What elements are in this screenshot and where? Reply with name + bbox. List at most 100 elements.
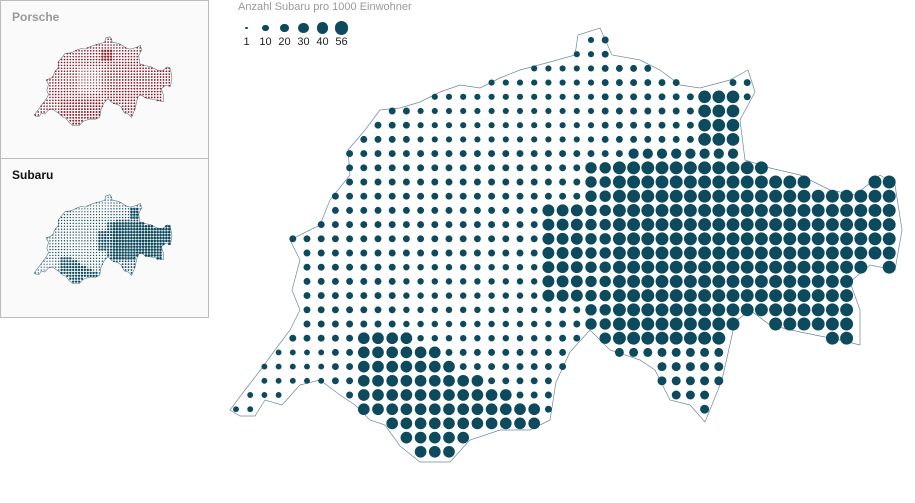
density-dot [78,102,81,105]
legend-dot [245,26,248,30]
density-dot [104,257,106,260]
density-dot [72,237,74,239]
density-dot [107,225,110,228]
density-dot [92,52,95,55]
density-dot [46,263,48,265]
density-dot [98,269,101,271]
legend-label: 30 [297,36,310,48]
density-dot [727,148,739,159]
density-dot [72,111,75,113]
density-dot [530,221,538,229]
density-dot [60,231,63,233]
density-dot [95,246,98,248]
density-dot [516,150,524,158]
density-dot [57,251,60,254]
density-dot [98,90,101,93]
density-dot [107,205,109,207]
density-dot [84,76,86,78]
density-dot [107,245,110,248]
legend-item: 56 [333,21,350,48]
density-dot [388,306,396,314]
density-dot [159,70,162,73]
density-dot [573,136,580,143]
density-dot [374,206,382,214]
density-dot [72,246,74,248]
density-dot [145,73,147,76]
density-dot [78,61,80,64]
density-dot [119,211,121,213]
density-dot [109,236,113,240]
density-dot [459,192,467,200]
density-dot [83,102,86,105]
density-dot [457,374,470,387]
density-dot [78,254,80,257]
density-dot [77,280,81,283]
density-dot [72,243,74,245]
density-dot [52,90,54,93]
density-dot [414,417,427,430]
density-dot [72,64,75,67]
brand-card-porsche[interactable]: Porsche [1,1,208,159]
density-dot [655,260,669,274]
brand-card-subaru[interactable]: Subaru [1,159,208,316]
density-dot [118,96,121,99]
density-dot [66,254,69,257]
density-dot [124,211,127,213]
density-dot [144,242,148,246]
density-dot [127,99,130,102]
density-dot [488,263,495,271]
density-dot [87,211,89,213]
density-dot [112,248,116,251]
density-dot [612,175,626,189]
density-dot [615,64,623,72]
density-dot [92,222,95,225]
density-dot [402,107,410,115]
density-dot [516,164,524,172]
density-dot [599,233,611,245]
density-dot [81,55,83,58]
density-dot [66,231,69,233]
density-dot [89,268,92,272]
density-dot [556,247,569,259]
density-dot [92,208,95,210]
density-dot [121,230,125,234]
density-dot [658,107,666,115]
density-dot [98,79,101,81]
density-dot [87,240,89,242]
density-dot [403,292,410,299]
density-dot [133,90,136,93]
density-dot [130,260,133,263]
density-dot [130,245,133,248]
density-dot [133,225,136,228]
density-dot [104,199,106,201]
density-dot [115,245,119,248]
density-dot [63,93,66,96]
density-dot [502,235,510,243]
density-dot [98,108,101,111]
density-dot [74,271,78,275]
density-dot [165,230,168,234]
density-dot [101,248,104,251]
density-dot [92,251,95,254]
density-dot [530,164,538,172]
density-dot [110,41,112,43]
density-dot [168,70,171,73]
density-dot [360,221,368,229]
density-dot [641,274,655,288]
density-dot [159,76,162,78]
density-dot [124,205,127,207]
density-dot [92,58,95,61]
density-dot [612,274,626,288]
density-dot [86,271,89,275]
density-dot [147,227,151,231]
density-dot [101,251,104,254]
density-dot [84,79,86,81]
density-dot [57,222,60,225]
density-dot [118,251,122,254]
density-dot [559,348,567,356]
density-dot [63,265,66,269]
density-dot [66,265,69,269]
density-dot [104,84,107,87]
density-dot [95,205,98,207]
density-dot [84,246,86,248]
